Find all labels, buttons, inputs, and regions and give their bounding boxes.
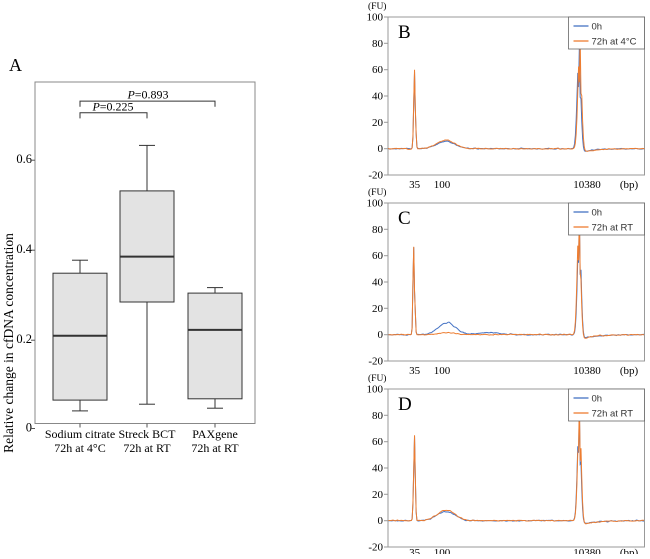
svg-text:20: 20 (372, 117, 384, 129)
svg-text:100: 100 (367, 384, 384, 396)
svg-text:40: 40 (372, 463, 384, 475)
svg-text:72h at RT: 72h at RT (123, 441, 171, 455)
svg-text:D: D (398, 394, 412, 415)
svg-text:80: 80 (372, 38, 384, 50)
svg-text:35: 35 (409, 365, 421, 377)
svg-text:-20: -20 (368, 356, 383, 368)
svg-text:-20: -20 (368, 170, 383, 182)
svg-text:0: 0 (378, 329, 384, 341)
svg-text:100: 100 (367, 198, 384, 210)
svg-text:100: 100 (434, 547, 451, 554)
svg-text:20: 20 (372, 489, 384, 501)
svg-text:10380: 10380 (573, 365, 601, 377)
svg-text:72h at RT: 72h at RT (592, 409, 634, 420)
svg-text:0.6: 0.6 (16, 152, 32, 166)
svg-text:72h at 4°C: 72h at 4°C (54, 441, 105, 455)
svg-text:0h: 0h (592, 22, 603, 33)
svg-text:10380: 10380 (573, 179, 601, 191)
svg-text:40: 40 (372, 91, 384, 103)
svg-text:40: 40 (372, 277, 384, 289)
svg-text:100: 100 (434, 365, 451, 377)
svg-text:20: 20 (372, 303, 384, 315)
svg-text:(FU): (FU) (368, 187, 386, 198)
svg-text:Relative change in cfDNA conce: Relative change in cfDNA concentration (1, 233, 16, 453)
svg-text:(bp): (bp) (620, 365, 639, 377)
svg-text:0.2: 0.2 (16, 332, 32, 346)
svg-text:B: B (398, 22, 411, 43)
svg-text:Sodium citrate: Sodium citrate (45, 427, 115, 441)
svg-text:0: 0 (378, 515, 384, 527)
svg-text:0.4: 0.4 (16, 242, 32, 256)
svg-text:Streck BCT: Streck BCT (119, 427, 177, 441)
svg-text:-20: -20 (368, 542, 383, 554)
svg-text:0: 0 (378, 143, 384, 155)
svg-text:72h at RT: 72h at RT (191, 441, 239, 455)
svg-text:10380: 10380 (573, 547, 601, 554)
svg-text:60: 60 (372, 436, 384, 448)
svg-text:72h at 4°C: 72h at 4°C (592, 37, 637, 48)
svg-text:72h at RT: 72h at RT (592, 223, 634, 234)
svg-text:35: 35 (409, 547, 421, 554)
svg-text:P=0.225: P=0.225 (91, 100, 133, 114)
svg-text:0: 0 (26, 421, 32, 435)
svg-text:35: 35 (409, 179, 421, 191)
svg-text:0h: 0h (592, 394, 603, 405)
svg-text:PAXgene: PAXgene (192, 427, 238, 441)
svg-text:100: 100 (434, 179, 451, 191)
svg-text:P=0.893: P=0.893 (126, 88, 168, 102)
svg-text:A: A (9, 55, 22, 75)
svg-text:(FU): (FU) (368, 373, 386, 384)
svg-text:100: 100 (367, 12, 384, 24)
svg-text:(bp): (bp) (620, 179, 639, 191)
svg-text:60: 60 (372, 64, 384, 76)
svg-text:(bp): (bp) (620, 547, 639, 554)
svg-text:(FU): (FU) (368, 1, 386, 12)
svg-text:C: C (398, 208, 411, 229)
svg-text:80: 80 (372, 224, 384, 236)
svg-text:60: 60 (372, 250, 384, 262)
svg-text:80: 80 (372, 410, 384, 422)
svg-text:0h: 0h (592, 208, 603, 219)
